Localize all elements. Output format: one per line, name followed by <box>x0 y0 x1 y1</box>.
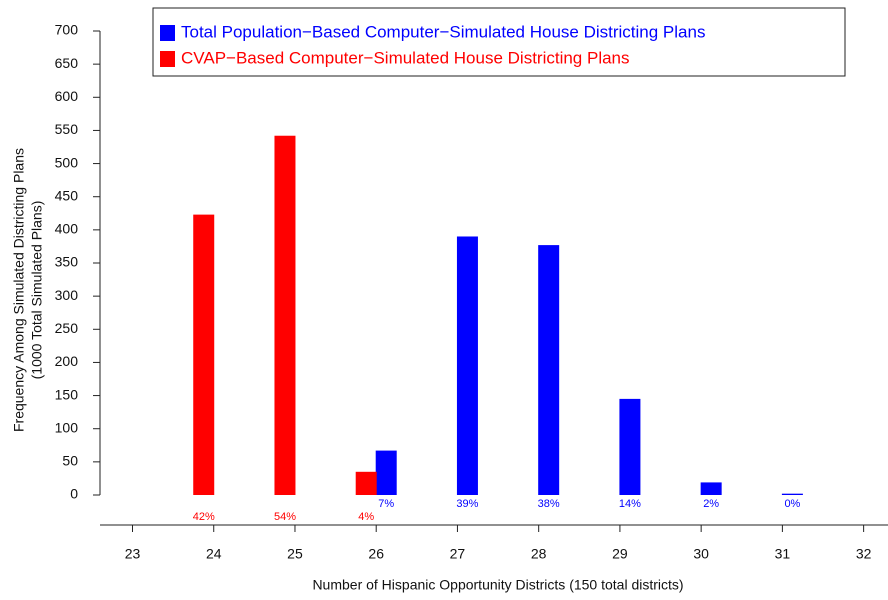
y-tick-label: 200 <box>55 353 79 369</box>
y-axis-title: Frequency Among Simulated Districting Pl… <box>11 148 27 432</box>
value-label: 39% <box>456 498 478 510</box>
legend-swatch <box>160 51 175 67</box>
y-tick-label: 650 <box>55 55 79 71</box>
x-tick-label: 32 <box>856 546 872 562</box>
bar <box>781 493 803 495</box>
x-tick-label: 27 <box>450 546 466 562</box>
bar <box>456 236 478 495</box>
y-tick-label: 600 <box>55 88 79 104</box>
bar <box>700 482 722 495</box>
y-tick-label: 350 <box>55 254 79 270</box>
x-tick-label: 28 <box>531 546 547 562</box>
y-tick-label: 450 <box>55 187 79 203</box>
y-tick-label: 400 <box>55 221 79 237</box>
legend-box <box>152 7 846 77</box>
x-axis-title: Number of Hispanic Opportunity Districts… <box>312 577 683 593</box>
legend-swatch <box>160 25 175 41</box>
bar <box>619 398 641 495</box>
y-tick-label: 250 <box>55 320 79 336</box>
y-tick-label: 300 <box>55 287 79 303</box>
y-tick-label: 500 <box>55 154 79 170</box>
value-label: 14% <box>619 498 641 510</box>
x-tick-label: 29 <box>612 546 628 562</box>
value-label: 7% <box>378 498 394 510</box>
value-label: 54% <box>274 511 296 523</box>
x-tick-label: 31 <box>775 546 791 562</box>
y-tick-label: 550 <box>55 121 79 137</box>
value-label: 4% <box>358 511 374 523</box>
legend-label: CVAP−Based Computer−Simulated House Dist… <box>181 48 630 67</box>
y-tick-label: 0 <box>70 486 78 502</box>
y-tick-label: 50 <box>62 453 78 469</box>
bar <box>538 245 560 495</box>
x-tick-label: 26 <box>368 546 384 562</box>
x-tick-label: 25 <box>287 546 303 562</box>
bar <box>274 135 296 495</box>
value-label: 0% <box>784 498 800 510</box>
y-axis-subtitle: (1000 Total Simulated Plans) <box>29 201 45 380</box>
legend-label: Total Population−Based Computer−Simulate… <box>181 22 705 41</box>
bar <box>355 471 377 495</box>
y-tick-label: 150 <box>55 386 79 402</box>
y-tick-label: 100 <box>55 419 79 435</box>
value-label: 38% <box>538 498 560 510</box>
bar <box>193 214 215 495</box>
x-tick-label: 24 <box>206 546 222 562</box>
x-tick-label: 30 <box>693 546 709 562</box>
y-tick-label: 700 <box>55 22 79 38</box>
value-label: 42% <box>193 511 215 523</box>
value-label: 2% <box>703 498 719 510</box>
bar <box>375 450 397 495</box>
x-tick-label: 23 <box>125 546 141 562</box>
